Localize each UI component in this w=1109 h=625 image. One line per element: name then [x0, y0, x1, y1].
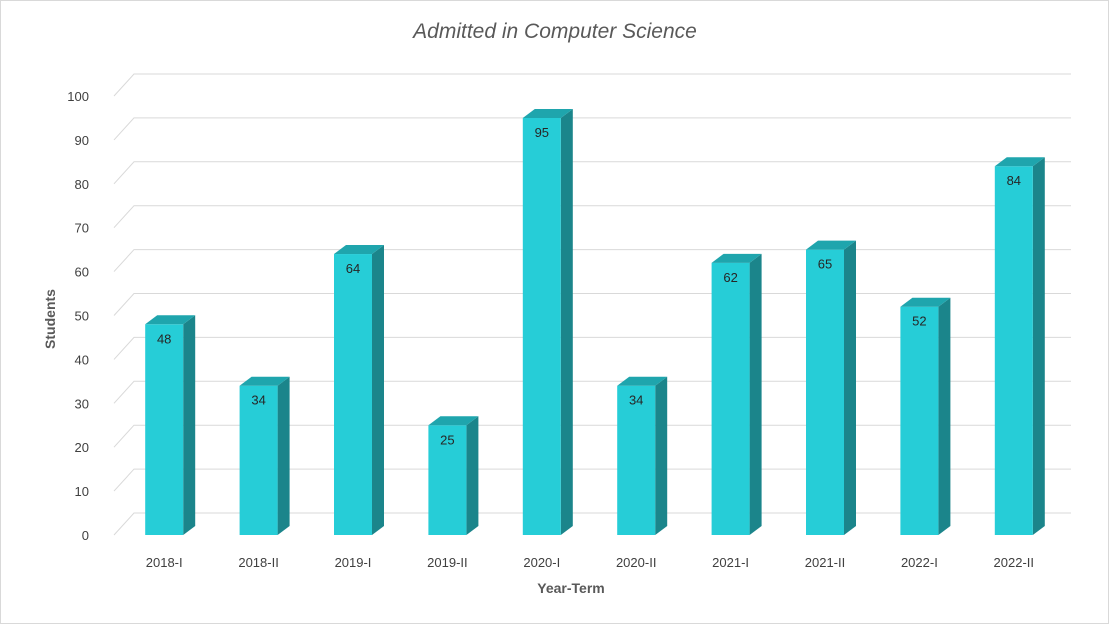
- y-tick-label: 30: [75, 396, 89, 411]
- gridline: [113, 161, 1071, 185]
- data-label: 34: [251, 393, 265, 408]
- y-tick-label: 100: [67, 89, 89, 104]
- bar: 84: [994, 157, 1045, 536]
- gridlines: [113, 73, 1071, 536]
- bar-front: [617, 385, 656, 535]
- x-tick-label: 2022-I: [901, 555, 938, 570]
- x-tick-label: 2021-I: [712, 555, 749, 570]
- bar-side: [749, 253, 762, 535]
- bar-side: [844, 240, 856, 535]
- gridline: [113, 205, 1071, 229]
- bar-top: [994, 157, 1045, 167]
- bar-side: [372, 245, 384, 536]
- y-tick-label: 50: [75, 309, 89, 324]
- bar-side: [1032, 157, 1045, 536]
- bar-side: [655, 376, 668, 535]
- bar: 25: [428, 416, 479, 535]
- x-tick-label: 2020-II: [616, 555, 656, 570]
- bar-front: [711, 262, 750, 535]
- x-tick-label: 2018-I: [146, 555, 183, 570]
- gridline: [113, 249, 1071, 272]
- y-tick-label: 40: [75, 352, 89, 367]
- bar-top: [711, 253, 762, 263]
- bar-side: [466, 416, 479, 535]
- bar: 62: [711, 253, 762, 535]
- bar-front: [806, 249, 844, 535]
- bar-front: [522, 117, 561, 535]
- data-label: 65: [818, 257, 832, 272]
- bar: 48: [145, 315, 196, 535]
- x-axis-ticks: 2018-I 2018-II 2019-I 2019-II 2020-I 2020-II 2…: [146, 555, 1034, 570]
- data-label: 84: [1007, 173, 1021, 188]
- y-tick-label: 0: [82, 528, 89, 543]
- y-tick-label: 60: [75, 265, 89, 280]
- bar-side: [938, 297, 951, 535]
- bar-front: [145, 324, 184, 535]
- bar: 95: [522, 108, 573, 535]
- bar: 65: [806, 240, 856, 535]
- y-tick-label: 80: [75, 177, 89, 192]
- x-tick-label: 2022-II: [994, 555, 1034, 570]
- bar-front: [334, 254, 372, 536]
- bar: 34: [239, 376, 290, 535]
- y-tick-label: 10: [75, 484, 89, 499]
- data-label: 25: [440, 432, 454, 447]
- data-label: 34: [629, 393, 643, 408]
- bar-top: [145, 315, 196, 325]
- bars: 48 34 64 25 95 34 62 65 52 84: [145, 108, 1045, 536]
- bar-top: [334, 245, 384, 255]
- data-label: 64: [346, 261, 360, 276]
- bar: 34: [617, 376, 668, 535]
- y-tick-label: 70: [75, 221, 89, 236]
- data-label: 62: [723, 270, 737, 285]
- bar-front: [994, 166, 1033, 536]
- bar-side: [277, 376, 290, 535]
- data-label: 52: [912, 314, 926, 329]
- bar-top: [522, 108, 573, 118]
- x-tick-label: 2020-I: [523, 555, 560, 570]
- data-label: 48: [157, 331, 171, 346]
- bar-side: [183, 315, 196, 535]
- bar-front: [428, 425, 467, 535]
- bar: 64: [334, 245, 384, 536]
- y-tick-label: 20: [75, 440, 89, 455]
- y-axis-title: Students: [42, 289, 58, 349]
- bar-top: [900, 297, 951, 307]
- x-tick-label: 2019-I: [335, 555, 372, 570]
- x-tick-label: 2021-II: [805, 555, 845, 570]
- gridline: [113, 73, 1071, 97]
- bar: 52: [900, 297, 951, 535]
- y-axis-ticks: 0 10 20 30 40 50 60 70 80 90 100: [67, 89, 89, 543]
- bar-front: [900, 306, 939, 535]
- gridline: [113, 117, 1071, 141]
- x-tick-label: 2018-II: [238, 555, 278, 570]
- x-tick-label: 2019-II: [427, 555, 467, 570]
- data-label: 95: [535, 125, 549, 140]
- bar-side: [560, 108, 573, 535]
- bar-front: [239, 385, 278, 535]
- chart-title: Admitted in Computer Science: [411, 20, 697, 43]
- bar-top: [617, 376, 668, 386]
- bar-top: [428, 416, 479, 426]
- y-tick-label: 90: [75, 133, 89, 148]
- bar-top: [239, 376, 290, 386]
- x-axis-title: Year-Term: [537, 580, 604, 596]
- bar-top: [806, 240, 856, 250]
